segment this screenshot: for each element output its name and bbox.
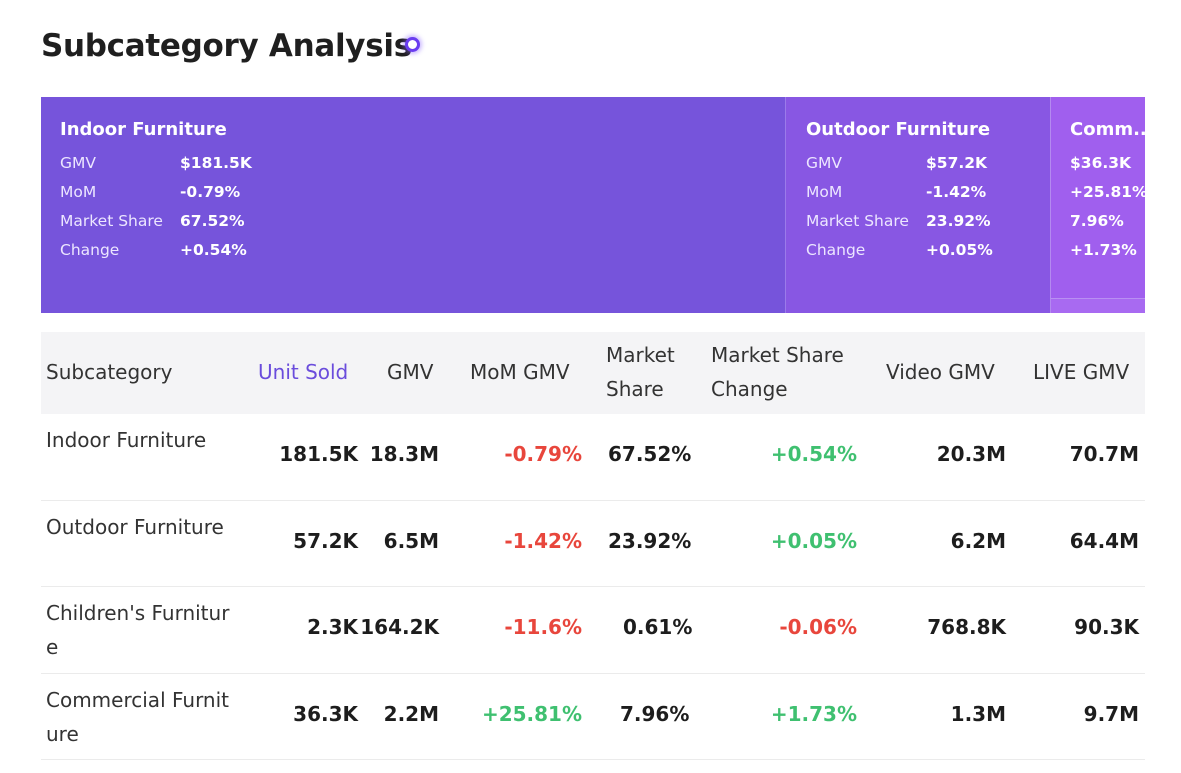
cell-gmv: 164.2K <box>360 615 439 639</box>
cell-share-change: +0.05% <box>770 528 857 553</box>
tile-mom-label: MoM <box>60 183 97 201</box>
treemap-tile-childrens-furniture[interactable] <box>1050 298 1145 313</box>
header-market-share-line2: Share <box>606 377 664 401</box>
cell-gmv: 18.3M <box>369 442 439 466</box>
cell-mom-gmv: -1.42% <box>504 528 582 553</box>
table-row[interactable]: Indoor Furniture 181.5K 18.3M -0.79% 67.… <box>41 414 1145 501</box>
table-row[interactable]: Outdoor Furniture 57.2K 6.5M -1.42% 23.9… <box>41 501 1145 587</box>
table-header: Subcategory Unit Sold GMV MoM GMV Market… <box>41 332 1145 414</box>
tile-gmv-label: GMV <box>60 154 96 172</box>
subcategory-treemap: Indoor Furniture GMV $181.5K MoM -0.79% … <box>41 97 1145 313</box>
cell-mom-gmv: -0.79% <box>504 442 582 466</box>
tile-name: Outdoor Furniture <box>806 119 991 140</box>
tile-change-label: Change <box>60 241 120 259</box>
cell-unit-sold: 36.3K <box>293 701 358 726</box>
cell-gmv: 6.5M <box>383 528 439 553</box>
tile-share-value: 23.92% <box>926 212 991 230</box>
cell-gmv: 2.2M <box>383 701 439 726</box>
header-subcategory[interactable]: Subcategory <box>46 360 173 384</box>
cell-share-change: -0.06% <box>779 615 857 639</box>
cell-video-gmv: 6.2M <box>950 528 1006 553</box>
loading-indicator-icon <box>405 37 420 52</box>
tile-change-value: +0.05% <box>926 241 993 259</box>
header-gmv[interactable]: GMV <box>387 360 434 384</box>
cell-market-share: 67.52% <box>608 442 692 466</box>
treemap-tile-outdoor-furniture[interactable]: Outdoor Furniture GMV $57.2K MoM -1.42% … <box>785 97 1050 313</box>
header-market-share[interactable]: Market Share <box>606 338 675 406</box>
table-row[interactable]: Children's Furniture 2.3K 164.2K -11.6% … <box>41 587 1145 674</box>
header-unit-sold[interactable]: Unit Sold <box>258 360 349 384</box>
table-row[interactable]: Commercial Furniture 36.3K 2.2M +25.81% … <box>41 674 1145 760</box>
cell-unit-sold: 57.2K <box>293 528 358 553</box>
cell-video-gmv: 768.8K <box>927 615 1006 639</box>
tile-share-label: Market Share <box>806 212 909 230</box>
cell-subcategory: Children's Furniture <box>46 601 230 659</box>
cell-mom-gmv: -11.6% <box>504 615 582 639</box>
header-share-change-line1: Market Share <box>711 343 844 367</box>
tile-mom-label: MoM <box>806 183 843 201</box>
tile-name: Comm... <box>1070 119 1145 140</box>
cell-live-gmv: 70.7M <box>1069 442 1139 466</box>
cell-video-gmv: 20.3M <box>936 442 1006 466</box>
cell-market-share: 7.96% <box>620 701 690 726</box>
header-live-gmv[interactable]: LIVE GMV <box>1033 360 1130 384</box>
tile-mom-value: -1.42% <box>926 183 987 201</box>
cell-market-share: 0.61% <box>623 615 693 639</box>
tile-mom-value: +25.81% <box>1070 183 1145 201</box>
tile-change-label: Change <box>806 241 866 259</box>
cell-unit-sold: 181.5K <box>279 442 358 466</box>
treemap-tile-commercial-furniture[interactable]: Comm... $36.3K +25.81% 7.96% +1.73% <box>1050 97 1145 298</box>
tile-mom-value: -0.79% <box>180 183 241 201</box>
tile-share-value: 7.96% <box>1070 212 1124 230</box>
cell-mom-gmv: +25.81% <box>481 701 582 726</box>
cell-live-gmv: 9.7M <box>1083 701 1139 726</box>
tile-gmv-value: $36.3K <box>1070 154 1132 172</box>
treemap-tile-indoor-furniture[interactable]: Indoor Furniture GMV $181.5K MoM -0.79% … <box>41 97 785 313</box>
header-video-gmv[interactable]: Video GMV <box>886 360 995 384</box>
tile-gmv-value: $57.2K <box>926 154 988 172</box>
subcategory-table: Subcategory Unit Sold GMV MoM GMV Market… <box>41 332 1145 760</box>
cell-video-gmv: 1.3M <box>950 701 1006 726</box>
header-mom-gmv[interactable]: MoM GMV <box>470 360 570 384</box>
cell-live-gmv: 64.4M <box>1069 528 1139 553</box>
page-title: Subcategory Analysis <box>41 28 412 64</box>
cell-subcategory: Commercial Furniture <box>46 687 230 746</box>
header-share-change-line2: Change <box>711 377 788 401</box>
tile-change-value: +0.54% <box>180 241 247 259</box>
tile-share-label: Market Share <box>60 212 163 230</box>
cell-live-gmv: 90.3K <box>1074 615 1139 639</box>
cell-market-share: 23.92% <box>608 528 692 553</box>
tile-share-value: 67.52% <box>180 212 245 230</box>
tile-name: Indoor Furniture <box>60 119 227 140</box>
cell-share-change: +1.73% <box>770 701 857 726</box>
header-market-share-change[interactable]: Market Share Change <box>711 338 844 406</box>
cell-subcategory: Outdoor Furniture <box>46 514 224 539</box>
cell-share-change: +0.54% <box>770 442 857 466</box>
tile-gmv-label: GMV <box>806 154 842 172</box>
cell-subcategory: Indoor Furniture <box>46 428 207 452</box>
cell-unit-sold: 2.3K <box>307 615 358 639</box>
tile-change-value: +1.73% <box>1070 241 1137 259</box>
tile-gmv-value: $181.5K <box>180 154 252 172</box>
header-market-share-line1: Market <box>606 343 675 367</box>
